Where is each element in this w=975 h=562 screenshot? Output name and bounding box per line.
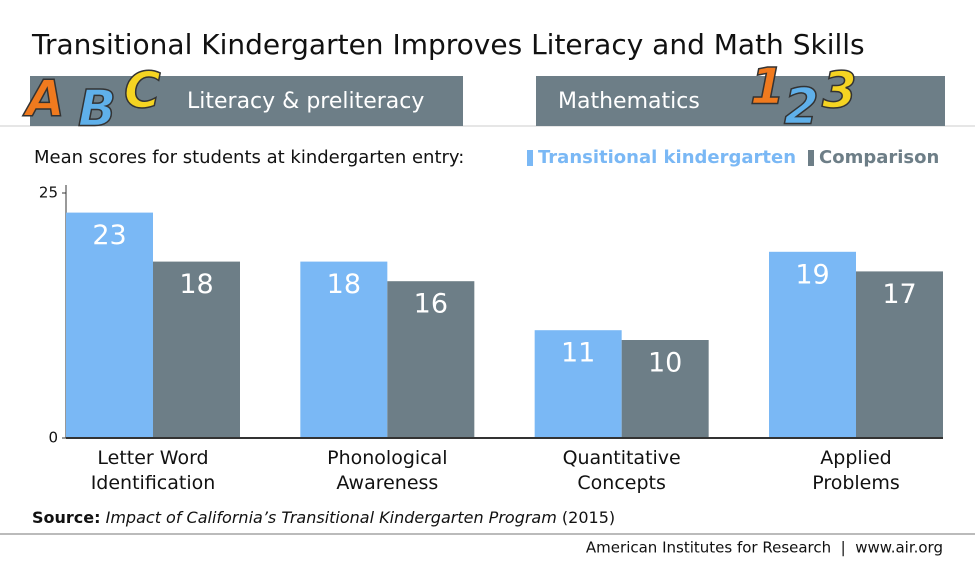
data-label: 23: [92, 220, 126, 251]
decor-letter: C: [124, 62, 161, 120]
bar: [534, 330, 622, 438]
decor-digit: 1: [750, 58, 785, 116]
decor-digit: 3: [822, 62, 857, 120]
source-year: (2015): [562, 508, 615, 527]
decor-letter: A: [22, 70, 65, 128]
bar: [621, 340, 709, 438]
source-title: Impact of California’s Transitional Kind…: [106, 508, 557, 527]
data-label: 19: [795, 259, 829, 290]
source: Source: Impact of California’s Transitio…: [32, 508, 615, 527]
data-label: 18: [327, 269, 361, 300]
legend-label: Comparison: [819, 147, 939, 168]
panel-banner: [30, 76, 463, 126]
y-tick-label: 0: [48, 429, 58, 447]
bar: [300, 261, 388, 438]
bar: [387, 281, 475, 438]
data-label: 18: [179, 269, 213, 300]
panel-label: Literacy & preliteracy: [187, 89, 424, 114]
panel-label: Mathematics: [558, 89, 700, 114]
bar: [153, 261, 240, 438]
x-tick-label: Letter Word Identification: [90, 447, 216, 494]
data-label: 16: [414, 289, 448, 320]
x-tick-label: Quantitative Concepts: [562, 447, 681, 494]
bar: [769, 251, 856, 438]
subtitle: Mean scores for students at kindergarten…: [34, 147, 464, 168]
chart-title: Transitional Kindergarten Improves Liter…: [31, 28, 865, 61]
x-tick-label: Applied Problems: [812, 447, 900, 494]
legend-swatch: [808, 150, 814, 166]
legend-swatch: [527, 150, 533, 166]
x-tick-label: Phonological Awareness: [327, 447, 448, 494]
data-label: 17: [882, 279, 916, 310]
data-label: 10: [648, 348, 682, 379]
decor-digit: 2: [784, 78, 819, 136]
source-label: Source:: [32, 508, 101, 527]
decor: A B C 1 2 3: [21, 57, 857, 139]
footer: American Institutes for Research | www.a…: [586, 539, 943, 557]
decor-letter: B: [78, 80, 116, 138]
y-tick-label: 25: [39, 184, 58, 202]
legend-label: Transitional kindergarten: [538, 147, 796, 168]
bar: [856, 271, 943, 438]
panel-banner: [536, 76, 945, 126]
data-label: 11: [561, 338, 595, 369]
bar: [66, 212, 153, 438]
